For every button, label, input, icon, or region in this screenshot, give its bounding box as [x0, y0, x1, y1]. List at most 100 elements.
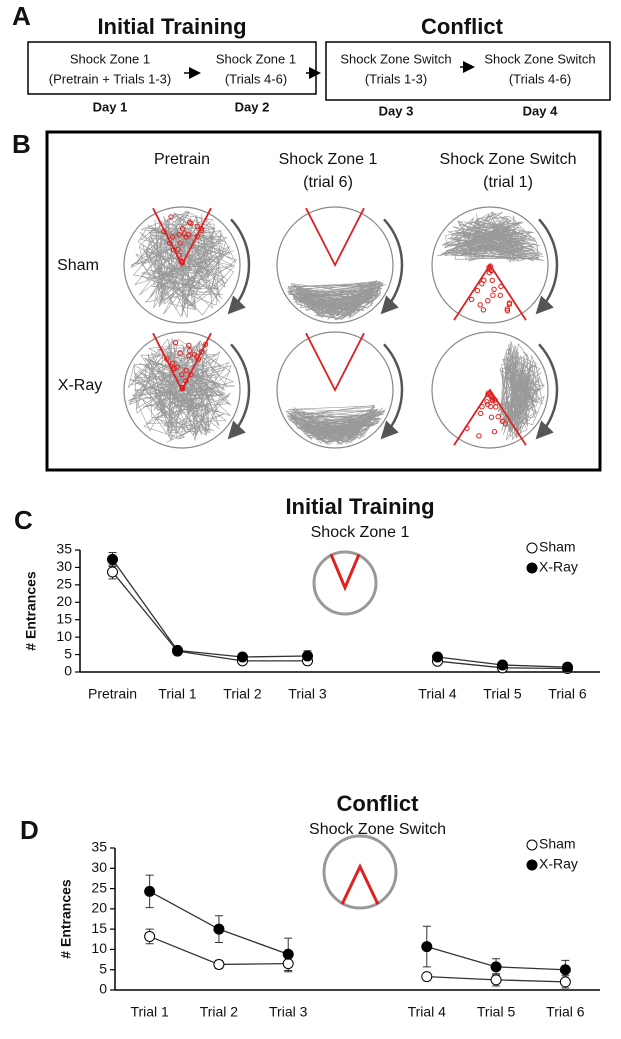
shock-point: [499, 418, 506, 424]
data-point: [144, 930, 156, 942]
data-point: [302, 650, 313, 662]
day-label: Day 2: [235, 99, 270, 114]
y-tick-label: 20: [56, 593, 72, 609]
stage-title: Shock Zone 1: [70, 51, 150, 66]
y-tick-label: 5: [99, 960, 107, 976]
x-tick-label: Trial 2: [223, 686, 262, 702]
y-tick-label: 35: [56, 541, 72, 557]
legend-marker: [526, 859, 538, 871]
shock-point: [477, 302, 483, 308]
stage-detail: (Trials 4-6): [225, 71, 287, 86]
shock-point: [480, 307, 487, 313]
shock-point: [504, 306, 510, 312]
chart-title: Conflict: [337, 791, 420, 816]
series-line: [149, 890, 566, 971]
y-axis-label: # Entrances: [58, 879, 74, 959]
x-tick-label: Trial 2: [200, 1004, 239, 1020]
y-tick-label: 10: [56, 628, 72, 644]
trajectory: [287, 281, 383, 321]
shock-point: [492, 397, 498, 403]
chart-subtitle: Shock Zone 1: [311, 524, 410, 541]
shock-point: [504, 308, 511, 314]
data-point: [107, 566, 118, 578]
rotation-arrow: [535, 343, 559, 440]
trajectory: [440, 210, 540, 262]
stage-box: [325, 41, 611, 101]
shock-point: [506, 301, 513, 307]
shock-point: [179, 371, 185, 378]
day-label: Day 3: [379, 103, 414, 118]
shock-point: [485, 298, 491, 304]
trajectory: [498, 340, 546, 441]
shock-point: [186, 353, 192, 359]
stage-title: Shock Zone Switch: [340, 51, 451, 66]
y-tick-label: 35: [91, 839, 107, 855]
shock-point: [171, 365, 178, 372]
x-tick-label: Trial 5: [477, 1004, 516, 1020]
y-tick-label: 15: [91, 920, 107, 936]
y-tick-label: 30: [91, 859, 107, 875]
legend-label: X-Ray: [539, 559, 578, 575]
panel-label: D: [20, 815, 39, 845]
heading: Conflict: [421, 14, 504, 39]
data-point: [213, 923, 225, 935]
y-tick-label: 10: [91, 940, 107, 956]
x-tick-label: Trial 5: [483, 686, 522, 702]
shock-point: [168, 214, 174, 220]
data-point: [421, 941, 433, 953]
shock-point: [476, 433, 482, 439]
shock-point: [176, 232, 182, 238]
data-point: [144, 885, 156, 897]
arena: [431, 206, 549, 324]
shock-point: [474, 287, 480, 294]
x-tick-label: Trial 6: [548, 686, 587, 702]
y-tick-label: 15: [56, 610, 72, 626]
shock-point: [176, 252, 182, 258]
column-title: Shock Zone Switch: [440, 151, 577, 168]
data-point: [237, 651, 248, 663]
shock-zone: [453, 263, 527, 321]
stage-title: Shock Zone Switch: [484, 51, 595, 66]
data-point: [213, 958, 225, 970]
shock-point: [180, 385, 186, 391]
data-point: [421, 971, 433, 983]
shock-point: [199, 349, 205, 355]
chart-subtitle: Shock Zone Switch: [309, 821, 446, 838]
legend-label: Sham: [539, 539, 576, 555]
data-point: [490, 974, 502, 986]
shock-point: [493, 404, 499, 410]
shock-point: [167, 240, 173, 247]
shock-point: [183, 367, 189, 373]
shock-point: [194, 223, 201, 230]
shock-point: [164, 356, 170, 362]
shock-point: [488, 414, 495, 420]
shock-point: [489, 397, 496, 404]
rotation-arrow: [227, 343, 251, 440]
legend-marker: [526, 562, 538, 574]
stage-detail: (Trials 4-6): [509, 71, 571, 86]
panel-label: A: [12, 1, 31, 31]
panel-label: B: [12, 129, 31, 159]
shock-point: [489, 277, 495, 283]
data-point: [282, 958, 294, 970]
shock-point: [479, 404, 485, 410]
y-tick-label: 25: [56, 576, 72, 592]
shock-point: [178, 258, 185, 265]
x-tick-label: Trial 6: [546, 1004, 585, 1020]
shock-point: [177, 240, 183, 246]
rotation-arrow: [535, 218, 559, 315]
legend-marker: [526, 839, 538, 851]
shock-point: [469, 296, 475, 303]
shock-point: [491, 286, 497, 292]
y-tick-label: 0: [99, 981, 107, 997]
arena: [276, 206, 394, 324]
day-label: Day 4: [523, 103, 558, 118]
column-detail: (trial 6): [303, 174, 353, 191]
arena: [431, 331, 549, 449]
shock-zone: [305, 332, 365, 392]
shock-point: [498, 283, 504, 290]
x-tick-label: Trial 3: [288, 686, 327, 702]
y-tick-label: 25: [91, 879, 107, 895]
